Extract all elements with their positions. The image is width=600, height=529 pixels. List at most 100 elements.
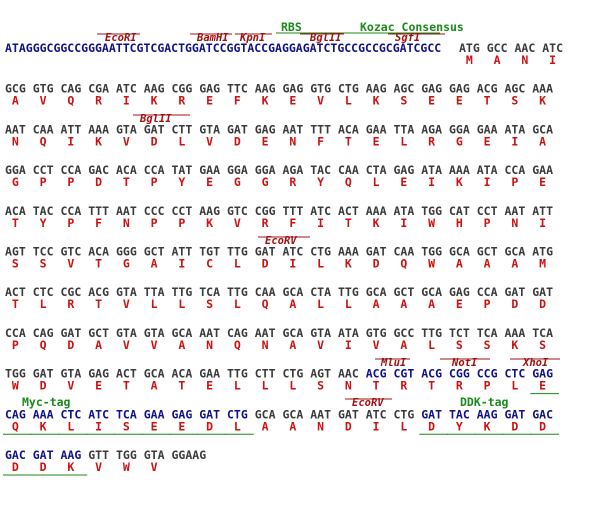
amino-acid: D: [40, 460, 47, 474]
codon: ATC: [542, 41, 563, 55]
codon: GCA: [505, 245, 526, 259]
codon: TAC: [449, 407, 470, 421]
codon: GCA: [255, 407, 276, 421]
amino-acid: Q: [234, 338, 241, 352]
amino-acid: T: [95, 297, 102, 311]
codon: CTC: [505, 367, 526, 381]
amino-acid: N: [317, 419, 324, 433]
codon: CAA: [338, 163, 359, 177]
codon: TTG: [227, 285, 248, 299]
codon: CTT: [172, 122, 193, 136]
codon: GTA: [61, 367, 82, 381]
codon: TAT: [172, 163, 193, 177]
codon: GGA: [449, 122, 470, 136]
amino-acid: A: [151, 257, 158, 271]
amino-acid: N: [521, 53, 528, 67]
codon: CTT: [255, 367, 276, 381]
amino-acid: L: [234, 379, 241, 393]
amino-acid: I: [549, 53, 556, 67]
codon: TCC: [33, 245, 54, 259]
amino-acid: L: [178, 297, 185, 311]
amino-acid: V: [123, 134, 130, 148]
codon: ACA: [116, 163, 137, 177]
codon: AAC: [338, 367, 359, 381]
codon: CCT: [33, 163, 54, 177]
amino-acid: F: [95, 216, 102, 230]
amino-acid: L: [234, 257, 241, 271]
codon: GAC: [5, 448, 26, 462]
feature-label: RBS: [281, 20, 302, 34]
codon: AAG: [144, 82, 165, 96]
codon: TAC: [310, 163, 331, 177]
codon: ATG: [459, 41, 480, 55]
codon: GAC: [532, 407, 553, 421]
codon: AAG: [366, 82, 387, 96]
codon: AAA: [33, 407, 54, 421]
codon: GTA: [116, 285, 137, 299]
amino-acid: P: [484, 297, 491, 311]
amino-acid: A: [400, 297, 407, 311]
codon: ATC: [283, 245, 304, 259]
amino-acid: L: [317, 297, 324, 311]
codon: AAT: [5, 122, 26, 136]
amino-acid: P: [67, 216, 74, 230]
codon: GCA: [421, 285, 442, 299]
amino-acid: D: [40, 379, 47, 393]
enzyme-label: KpnI: [239, 32, 266, 44]
amino-acid: T: [484, 94, 491, 108]
amino-acid: V: [151, 460, 158, 474]
codon: CAG: [5, 407, 26, 421]
amino-acid: V: [95, 460, 102, 474]
codon: ATC: [88, 407, 109, 421]
codon: GCT: [144, 245, 165, 259]
codon: GCT: [88, 326, 109, 340]
codon: GAT: [227, 122, 248, 136]
codon: AGA: [421, 122, 442, 136]
codon: ACG: [421, 367, 442, 381]
codon: GAT: [421, 407, 442, 421]
amino-acid: G: [456, 134, 463, 148]
codon: GAT: [33, 367, 54, 381]
amino-acid: S: [539, 338, 546, 352]
codon: AAA: [449, 163, 470, 177]
codon: CAT: [449, 204, 470, 218]
amino-acid: V: [206, 134, 213, 148]
amino-acid: E: [178, 419, 185, 433]
amino-acid: A: [400, 338, 407, 352]
amino-acid: H: [456, 216, 463, 230]
amino-acid: S: [40, 257, 47, 271]
codon: CAA: [33, 122, 54, 136]
codon: GAT: [505, 407, 526, 421]
codon: GAT: [33, 448, 54, 462]
codon: CTC: [61, 407, 82, 421]
amino-acid: G: [234, 175, 241, 189]
amino-acid: D: [511, 419, 518, 433]
amino-acid: Q: [262, 297, 269, 311]
amino-acid: Q: [400, 257, 407, 271]
codon: GTT: [88, 448, 109, 462]
amino-acid: R: [400, 379, 407, 393]
amino-acid: E: [151, 419, 158, 433]
codon: ACA: [338, 122, 359, 136]
codon: AGC: [394, 82, 415, 96]
amino-acid: Y: [456, 419, 463, 433]
prefix-sequence: ATAGGGCGGCCGGGAATTCGTCGACTGGATCCGGTACCGA…: [5, 41, 441, 55]
amino-acid: A: [373, 297, 380, 311]
amino-acid: V: [373, 338, 380, 352]
amino-acid: G: [12, 175, 19, 189]
amino-acid: Q: [67, 94, 74, 108]
codon: CTG: [283, 367, 304, 381]
codon: AAG: [199, 204, 220, 218]
amino-acid: I: [511, 134, 518, 148]
codon: AAT: [283, 122, 304, 136]
amino-acid: D: [12, 460, 19, 474]
amino-acid: V: [234, 216, 241, 230]
codon: GAG: [449, 285, 470, 299]
amino-acid: D: [262, 257, 269, 271]
amino-acid: S: [484, 338, 491, 352]
codon: GAG: [532, 367, 553, 381]
codon: ACT: [5, 285, 26, 299]
amino-acid: P: [484, 379, 491, 393]
amino-acid: I: [289, 257, 296, 271]
amino-acid: D: [539, 419, 546, 433]
